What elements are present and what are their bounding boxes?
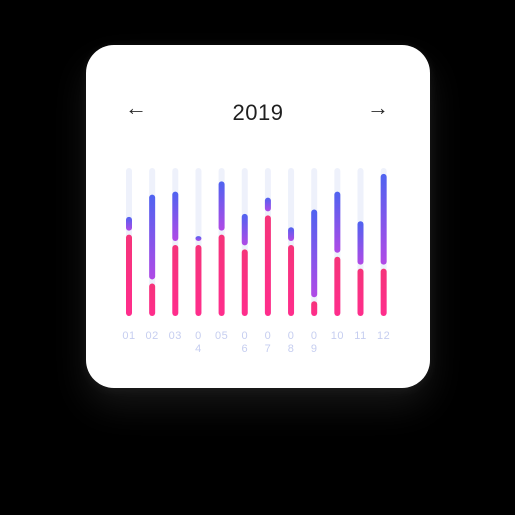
bar-lower-segment[interactable]: [242, 249, 248, 316]
bar-lower-segment[interactable]: [195, 245, 201, 316]
bar-upper-segment[interactable]: [334, 192, 340, 253]
bar-upper-segment[interactable]: [219, 181, 225, 230]
x-tick-label: 11: [354, 330, 366, 342]
bar-upper-segment[interactable]: [172, 192, 178, 241]
bar-lower-segment[interactable]: [381, 269, 387, 316]
bar-upper-segment[interactable]: [242, 214, 248, 246]
bar-upper-segment[interactable]: [149, 195, 155, 280]
x-tick-label: 10: [331, 330, 344, 342]
bar-lower-segment[interactable]: [334, 257, 340, 316]
bar-lower-segment[interactable]: [126, 235, 132, 316]
bar-upper-segment[interactable]: [265, 198, 271, 212]
bar-lower-segment[interactable]: [358, 269, 364, 316]
bar-upper-segment[interactable]: [288, 227, 294, 241]
bar-upper-segment[interactable]: [311, 209, 317, 297]
x-tick-label: 03: [169, 330, 182, 342]
x-tick-label: 01: [122, 330, 135, 342]
bar-lower-segment[interactable]: [288, 245, 294, 316]
bar-upper-segment[interactable]: [195, 236, 201, 241]
bar-lower-segment[interactable]: [149, 283, 155, 316]
bar-lower-segment[interactable]: [265, 215, 271, 316]
bar-lower-segment[interactable]: [311, 301, 317, 316]
bar-upper-segment[interactable]: [126, 217, 132, 231]
x-tick-label: 12: [377, 330, 390, 342]
x-tick-label: 05: [215, 330, 228, 342]
x-tick-label: 02: [146, 330, 159, 342]
bar-upper-segment[interactable]: [358, 221, 364, 264]
bar-lower-segment[interactable]: [172, 245, 178, 316]
bar-upper-segment[interactable]: [381, 174, 387, 265]
bar-lower-segment[interactable]: [219, 235, 225, 316]
